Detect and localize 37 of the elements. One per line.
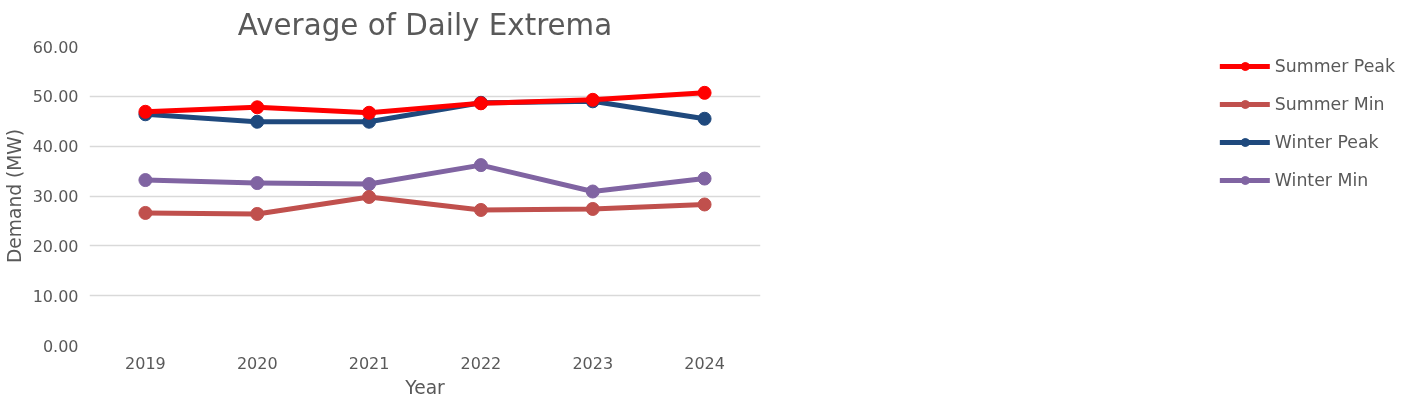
point — [362, 105, 377, 120]
point — [138, 173, 153, 188]
y-tick-label: 10.00 — [32, 286, 79, 306]
x-tick-label: 2024 — [684, 353, 725, 373]
legend-label: Summer Min — [1274, 94, 1385, 114]
y-tick-label: 0.00 — [42, 336, 79, 356]
y-tick-label: 50.00 — [32, 87, 79, 107]
legend-label: Winter Min — [1274, 170, 1369, 190]
y-axis-title: Demand (MW) — [3, 128, 25, 264]
point — [138, 205, 153, 220]
point — [697, 197, 712, 212]
y-tick-label: 60.00 — [32, 37, 79, 57]
x-tick-label: 2022 — [460, 353, 502, 373]
legend-label: Summer Peak — [1274, 56, 1395, 76]
point — [697, 171, 712, 186]
chart-title: Average of Daily Extrema — [237, 7, 613, 42]
point — [250, 114, 265, 129]
point — [473, 202, 488, 217]
x-tick-label: 2020 — [236, 353, 278, 373]
point — [250, 100, 265, 115]
legend-label: Winter Peak — [1274, 132, 1379, 152]
y-tick-label: 20.00 — [32, 236, 79, 256]
x-tick-label: 2023 — [572, 353, 614, 373]
x-tick-label: 2021 — [348, 353, 390, 373]
point — [473, 158, 488, 173]
point — [585, 184, 600, 199]
y-tick-label: 30.00 — [32, 187, 79, 206]
point — [585, 201, 600, 216]
x-tick-label: 2019 — [125, 353, 166, 373]
x-axis-title: Year — [404, 376, 446, 398]
point — [697, 111, 712, 126]
point — [250, 206, 265, 221]
point — [697, 85, 712, 100]
y-tick-label: 40.00 — [32, 137, 79, 157]
point — [362, 177, 377, 192]
point — [362, 190, 377, 204]
point — [250, 176, 265, 191]
